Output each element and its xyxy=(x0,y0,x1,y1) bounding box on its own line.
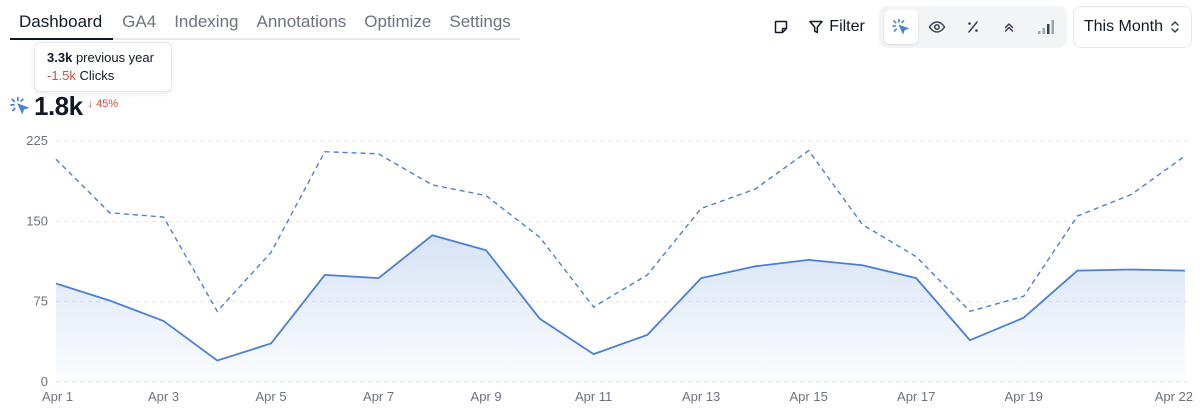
x-tick-label: Apr 22 xyxy=(1155,389,1193,404)
tooltip-previous-value: 3.3k xyxy=(47,50,73,65)
filter-icon xyxy=(809,20,824,34)
eye-icon xyxy=(928,21,946,33)
note-button[interactable] xyxy=(766,12,796,42)
tooltip-previous-label: previous year xyxy=(75,50,154,65)
x-tick-label: Apr 19 xyxy=(1005,389,1043,404)
tooltip-diff-row: -1.5k Clicks xyxy=(47,67,159,85)
x-tick-label: Apr 17 xyxy=(897,389,935,404)
metric-clicks-button[interactable] xyxy=(883,10,918,44)
chevron-up-down-icon xyxy=(1171,21,1179,33)
tab-settings[interactable]: Settings xyxy=(449,12,511,31)
tooltip-diff-value: -1.5k xyxy=(47,68,76,83)
metric-impressions-button[interactable] xyxy=(920,10,954,44)
period-select[interactable]: This Month xyxy=(1072,6,1192,48)
tab-annotations[interactable]: Annotations xyxy=(256,12,347,31)
chevrons-up-icon xyxy=(1004,23,1014,32)
bar-signal-icon xyxy=(1037,20,1054,34)
tab-optimize[interactable]: Optimize xyxy=(364,12,432,31)
comparison-tooltip: 3.3k previous year -1.5k Clicks xyxy=(34,42,172,92)
x-tick-label: Apr 1 xyxy=(42,389,73,404)
x-tick-label: Apr 11 xyxy=(575,389,612,404)
x-tick-label: Apr 7 xyxy=(363,389,394,404)
arrow-down-icon: ↓ xyxy=(87,98,94,110)
current-period-line xyxy=(55,234,1186,362)
metric-keywords-button[interactable] xyxy=(1028,10,1062,44)
previous-period-line xyxy=(55,149,1186,313)
cursor-click-icon xyxy=(10,96,30,115)
current-period-area xyxy=(56,235,1185,382)
tooltip-previous-row: 3.3k previous year xyxy=(47,49,159,67)
tooltip-diff-label: Clicks xyxy=(79,68,115,83)
kpi-change-value: 45% xyxy=(96,98,119,110)
kpi-value: 1.8k xyxy=(34,90,83,121)
percent-icon xyxy=(968,21,978,33)
tab-indexing[interactable]: Indexing xyxy=(174,12,239,31)
period-label: This Month xyxy=(1083,18,1163,35)
x-tick-label: Apr 3 xyxy=(148,389,179,404)
kpi-change: ↓ 45% xyxy=(88,98,119,110)
metric-position-button[interactable] xyxy=(992,10,1026,44)
tab-ga4[interactable]: GA4 xyxy=(122,12,157,31)
x-tick-label: Apr 5 xyxy=(256,389,287,404)
x-tick-label: Apr 9 xyxy=(471,389,502,404)
filter-label: Filter xyxy=(829,18,865,35)
kpi-summary: 1.8k ↓ 45% xyxy=(10,90,118,122)
y-tick-label: 225 xyxy=(26,133,48,148)
x-tick-label: Apr 13 xyxy=(682,389,720,404)
x-tick-label: Apr 15 xyxy=(790,389,828,404)
tab-dashboard[interactable]: Dashboard xyxy=(10,0,114,40)
cursor-click-icon xyxy=(892,18,910,35)
y-tick-label: 0 xyxy=(41,374,48,389)
metric-selector xyxy=(878,6,1067,48)
toolbar: Filter xyxy=(766,6,1192,48)
y-tick-label: 150 xyxy=(26,213,48,228)
metric-ctr-button[interactable] xyxy=(956,10,990,44)
clicks-chart: 0 75 150 225 Apr 1 Apr 3 Apr 5 Apr 7 Apr 9 Apr 11… xyxy=(26,133,1193,404)
sticky-note-icon xyxy=(775,20,788,34)
nav-tabs: Dashboard GA4 Indexing Annotations Optim… xyxy=(10,0,520,40)
filter-button[interactable]: Filter xyxy=(808,18,865,36)
y-tick-label: 75 xyxy=(34,294,48,309)
